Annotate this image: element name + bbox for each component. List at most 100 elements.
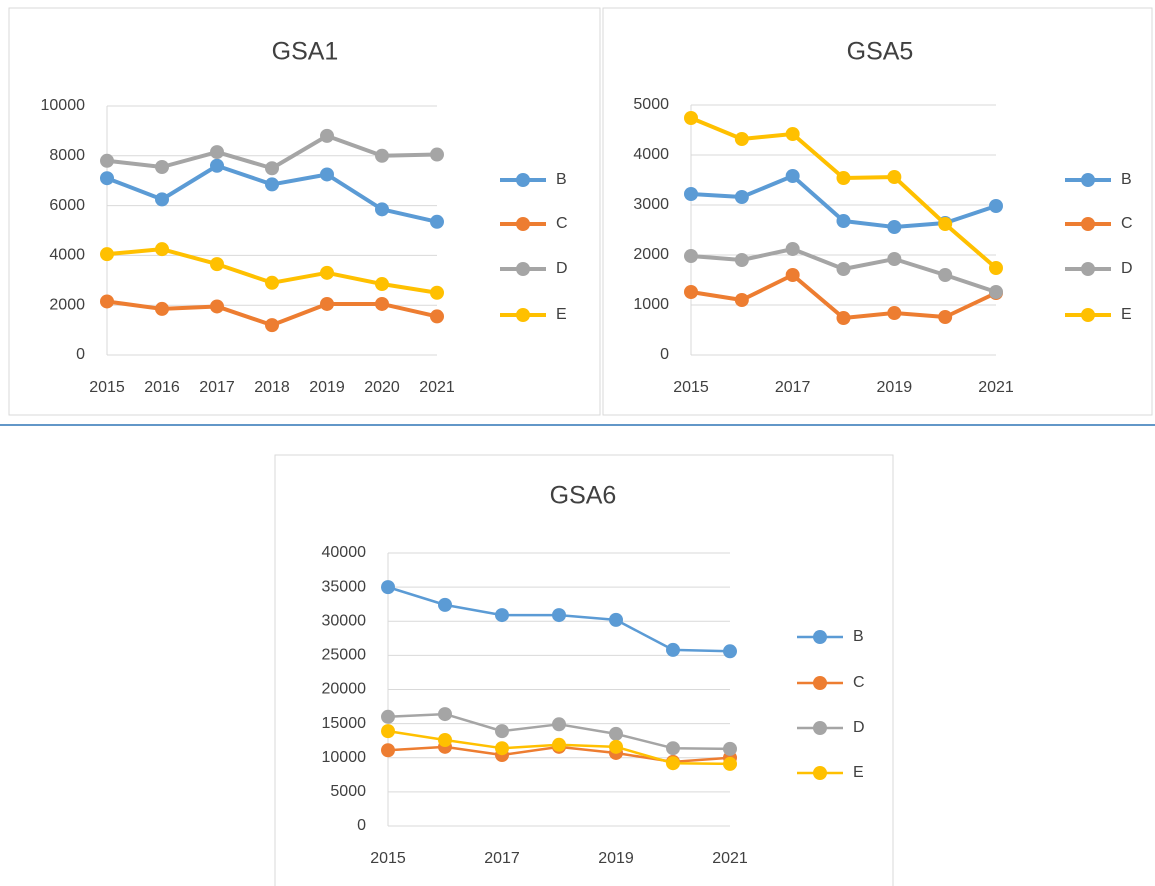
data-point	[734, 293, 749, 307]
data-point	[609, 612, 623, 627]
data-point	[684, 249, 698, 263]
data-point	[375, 148, 389, 163]
legend-marker	[1081, 173, 1095, 187]
data-point	[155, 160, 169, 175]
data-point	[210, 145, 224, 160]
data-point	[430, 309, 444, 324]
data-point	[430, 214, 444, 229]
data-point	[684, 187, 698, 201]
data-point	[320, 167, 334, 182]
y-tick-label: 2000	[49, 296, 85, 313]
y-tick-label: 0	[357, 817, 366, 834]
x-tick-label: 2017	[484, 850, 520, 867]
legend-label: E	[853, 764, 864, 781]
y-tick-label: 4000	[633, 146, 669, 163]
legend-marker	[1081, 217, 1095, 231]
y-tick-label: 0	[76, 346, 85, 363]
data-point	[989, 285, 1003, 299]
data-point	[552, 608, 566, 623]
data-point	[887, 306, 902, 320]
x-tick-label: 2015	[370, 850, 406, 867]
legend-marker	[1081, 308, 1095, 322]
y-tick-label: 30000	[322, 612, 367, 629]
legend-label: B	[853, 628, 864, 645]
data-point	[734, 253, 749, 267]
chart-frame	[274, 454, 894, 886]
data-point	[381, 709, 395, 724]
data-point	[265, 275, 279, 290]
data-point	[210, 299, 224, 314]
data-point	[210, 158, 224, 173]
chart-title: GSA6	[550, 482, 617, 510]
data-point	[723, 741, 737, 756]
legend-marker	[813, 630, 827, 644]
data-point	[684, 111, 698, 125]
legend-label: D	[556, 260, 568, 277]
y-tick-label: 10000	[322, 749, 367, 766]
y-tick-label: 1000	[633, 296, 669, 313]
data-point	[734, 132, 749, 146]
data-point	[155, 242, 169, 257]
legend-label: E	[556, 306, 567, 323]
data-point	[836, 311, 851, 325]
data-point	[552, 737, 566, 752]
data-point	[723, 644, 737, 659]
data-point	[438, 707, 452, 722]
legend-label: D	[853, 719, 865, 736]
x-tick-label: 2016	[144, 379, 180, 396]
legend-marker	[1081, 262, 1095, 276]
data-point	[155, 192, 169, 207]
x-tick-label: 2019	[598, 850, 634, 867]
data-point	[887, 252, 902, 266]
data-point	[785, 127, 800, 141]
data-point	[375, 202, 389, 217]
data-point	[666, 642, 680, 657]
data-point	[381, 580, 395, 595]
data-point	[265, 318, 279, 333]
legend-marker	[813, 676, 827, 690]
data-point	[100, 153, 114, 168]
data-point	[320, 128, 334, 143]
y-tick-label: 25000	[322, 647, 367, 664]
data-point	[210, 257, 224, 272]
x-tick-label: 2021	[419, 379, 455, 396]
data-point	[836, 214, 851, 228]
data-point	[100, 171, 114, 186]
data-point	[320, 265, 334, 280]
data-point	[375, 277, 389, 292]
data-point	[836, 171, 851, 185]
data-point	[989, 261, 1003, 275]
data-point	[155, 301, 169, 316]
data-point	[438, 597, 452, 612]
legend-label: D	[1121, 260, 1133, 277]
data-point	[381, 743, 395, 758]
data-point	[684, 285, 698, 299]
x-tick-label: 2018	[254, 379, 290, 396]
x-tick-label: 2017	[775, 379, 811, 396]
legend-label: C	[1121, 215, 1133, 232]
data-point	[609, 726, 623, 741]
y-tick-label: 3000	[633, 196, 669, 213]
legend-marker	[516, 217, 530, 231]
data-point	[785, 169, 800, 183]
x-tick-label: 2020	[364, 379, 400, 396]
legend-label: E	[1121, 306, 1132, 323]
data-point	[609, 739, 623, 754]
data-point	[495, 741, 509, 756]
data-point	[265, 177, 279, 192]
chart-frame	[8, 7, 601, 416]
legend-marker	[813, 766, 827, 780]
legend-marker	[516, 308, 530, 322]
y-tick-label: 0	[660, 346, 669, 363]
data-point	[265, 161, 279, 176]
chart-title: GSA5	[847, 38, 914, 66]
data-point	[785, 242, 800, 256]
y-tick-label: 20000	[322, 681, 367, 698]
legend-marker	[516, 173, 530, 187]
y-tick-label: 4000	[49, 247, 85, 264]
data-point	[836, 262, 851, 276]
data-point	[495, 724, 509, 739]
x-tick-label: 2019	[877, 379, 913, 396]
x-tick-label: 2019	[309, 379, 345, 396]
data-point	[887, 220, 902, 234]
